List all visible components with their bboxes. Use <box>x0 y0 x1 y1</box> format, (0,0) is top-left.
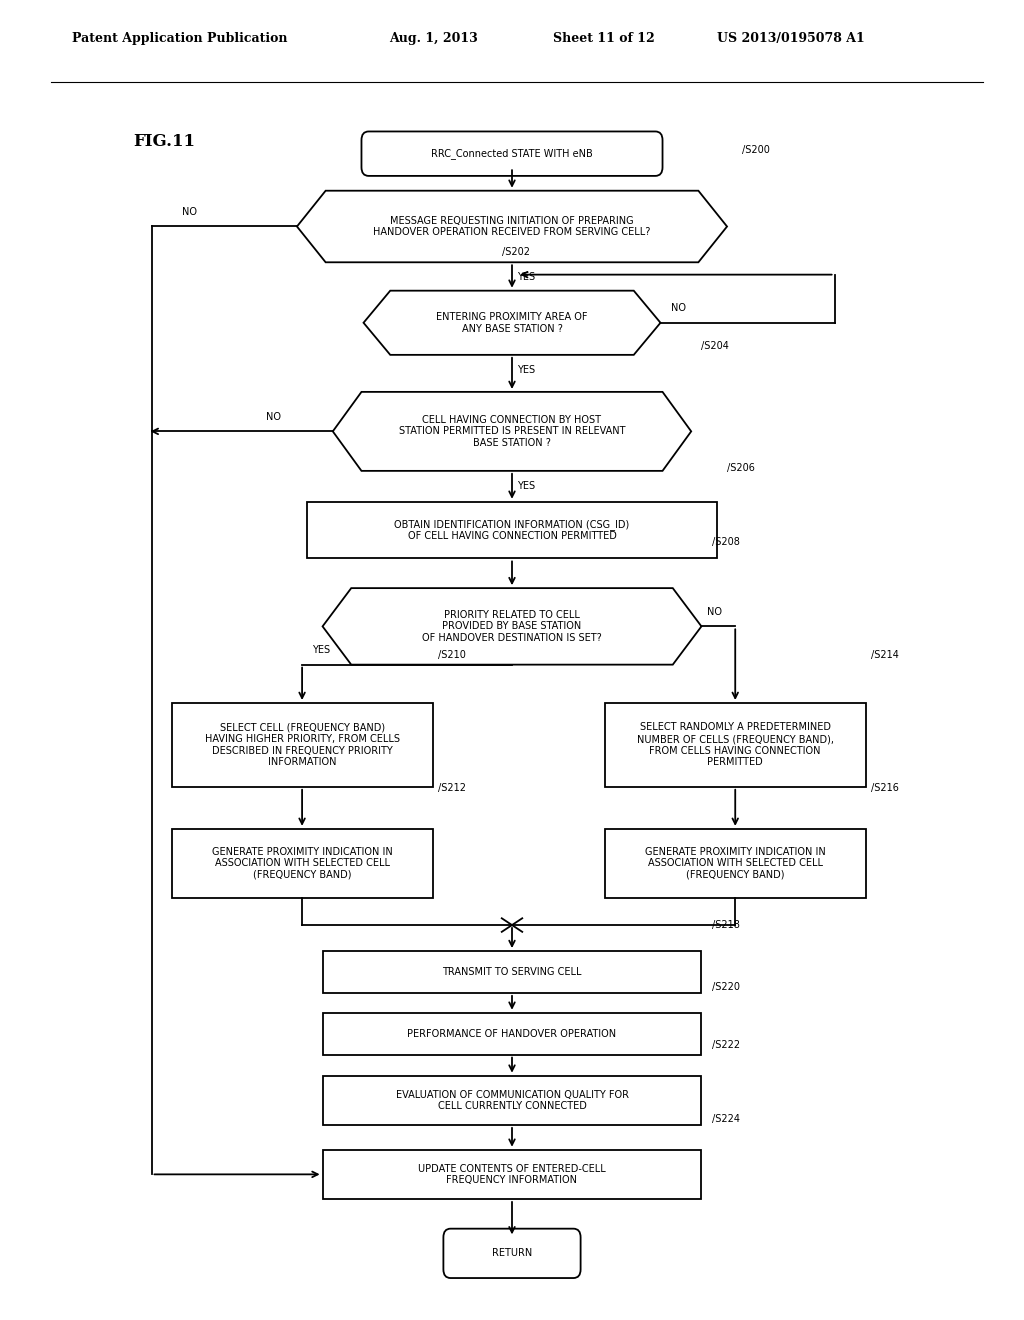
Text: Aug. 1, 2013: Aug. 1, 2013 <box>389 32 478 45</box>
Text: US 2013/0195078 A1: US 2013/0195078 A1 <box>717 32 864 45</box>
Text: ENTERING PROXIMITY AREA OF
ANY BASE STATION ?: ENTERING PROXIMITY AREA OF ANY BASE STAT… <box>436 312 588 334</box>
Polygon shape <box>333 392 691 471</box>
Text: GENERATE PROXIMITY INDICATION IN
ASSOCIATION WITH SELECTED CELL
(FREQUENCY BAND): GENERATE PROXIMITY INDICATION IN ASSOCIA… <box>212 846 392 880</box>
Text: /S222: /S222 <box>712 1040 739 1049</box>
Text: Patent Application Publication: Patent Application Publication <box>72 32 287 45</box>
Text: SELECT RANDOMLY A PREDETERMINED
NUMBER OF CELLS (FREQUENCY BAND),
FROM CELLS HAV: SELECT RANDOMLY A PREDETERMINED NUMBER O… <box>637 722 834 767</box>
Text: MESSAGE REQUESTING INITIATION OF PREPARING
HANDOVER OPERATION RECEIVED FROM SERV: MESSAGE REQUESTING INITIATION OF PREPARI… <box>374 215 650 238</box>
Text: RETURN: RETURN <box>492 1249 532 1258</box>
Bar <box>171 829 432 898</box>
Text: GENERATE PROXIMITY INDICATION IN
ASSOCIATION WITH SELECTED CELL
(FREQUENCY BAND): GENERATE PROXIMITY INDICATION IN ASSOCIA… <box>645 846 825 880</box>
Text: OBTAIN IDENTIFICATION INFORMATION (CSG_ID)
OF CELL HAVING CONNECTION PERMITTED: OBTAIN IDENTIFICATION INFORMATION (CSG_I… <box>394 519 630 541</box>
Text: /S210: /S210 <box>438 649 466 660</box>
Bar <box>323 1012 701 1055</box>
Text: NO: NO <box>182 207 198 216</box>
Bar <box>323 1150 701 1199</box>
Text: PERFORMANCE OF HANDOVER OPERATION: PERFORMANCE OF HANDOVER OPERATION <box>408 1028 616 1039</box>
Text: FIG.11: FIG.11 <box>133 133 196 150</box>
Bar <box>604 829 866 898</box>
Text: YES: YES <box>517 364 536 375</box>
Text: EVALUATION OF COMMUNICATION QUALITY FOR
CELL CURRENTLY CONNECTED: EVALUATION OF COMMUNICATION QUALITY FOR … <box>395 1089 629 1111</box>
Bar <box>323 950 701 993</box>
Text: CELL HAVING CONNECTION BY HOST
STATION PERMITTED IS PRESENT IN RELEVANT
BASE STA: CELL HAVING CONNECTION BY HOST STATION P… <box>398 414 626 447</box>
Polygon shape <box>364 290 660 355</box>
Bar <box>307 502 717 558</box>
Text: YES: YES <box>517 480 536 491</box>
Text: PRIORITY RELATED TO CELL
PROVIDED BY BASE STATION
OF HANDOVER DESTINATION IS SET: PRIORITY RELATED TO CELL PROVIDED BY BAS… <box>422 610 602 643</box>
Text: SELECT CELL (FREQUENCY BAND)
HAVING HIGHER PRIORITY, FROM CELLS
DESCRIBED IN FRE: SELECT CELL (FREQUENCY BAND) HAVING HIGH… <box>205 722 399 767</box>
Text: /S202: /S202 <box>502 247 529 257</box>
Text: /S224: /S224 <box>712 1114 739 1123</box>
Bar <box>604 702 866 787</box>
Text: NO: NO <box>707 607 722 616</box>
Text: /S218: /S218 <box>712 920 739 931</box>
FancyBboxPatch shape <box>361 132 663 176</box>
Polygon shape <box>297 190 727 263</box>
Text: /S206: /S206 <box>727 463 755 474</box>
Text: /S220: /S220 <box>712 982 739 991</box>
Bar <box>323 1076 701 1125</box>
Text: /S216: /S216 <box>870 783 899 793</box>
Text: UPDATE CONTENTS OF ENTERED-CELL
FREQUENCY INFORMATION: UPDATE CONTENTS OF ENTERED-CELL FREQUENC… <box>418 1163 606 1185</box>
Text: YES: YES <box>312 645 331 655</box>
Text: /S208: /S208 <box>712 537 739 548</box>
Text: /S204: /S204 <box>701 341 729 351</box>
Text: /S212: /S212 <box>438 783 466 793</box>
Polygon shape <box>323 589 701 665</box>
Text: TRANSMIT TO SERVING CELL: TRANSMIT TO SERVING CELL <box>442 968 582 977</box>
FancyBboxPatch shape <box>443 1229 581 1278</box>
Text: RRC_Connected STATE WITH eNB: RRC_Connected STATE WITH eNB <box>431 148 593 160</box>
Text: NO: NO <box>266 412 282 421</box>
Text: Sheet 11 of 12: Sheet 11 of 12 <box>553 32 654 45</box>
Text: /S214: /S214 <box>870 649 899 660</box>
Text: NO: NO <box>671 304 686 313</box>
Text: YES: YES <box>517 272 536 282</box>
Bar <box>171 702 432 787</box>
Text: /S200: /S200 <box>742 145 770 154</box>
